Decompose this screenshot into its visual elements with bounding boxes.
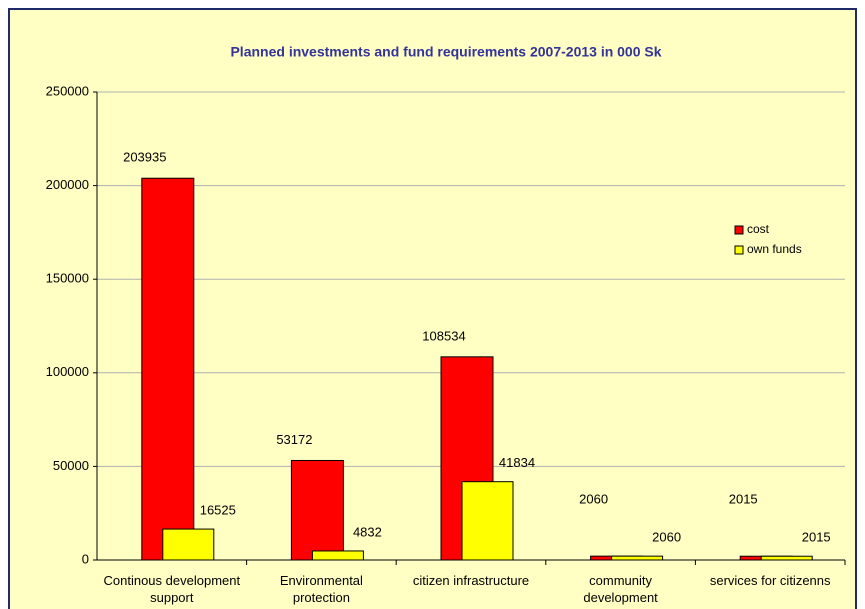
bar [162, 528, 215, 561]
value-label: 2015 [802, 530, 831, 545]
y-tick-label: 100000 [46, 364, 89, 379]
bar [461, 481, 514, 561]
chart-title: Planned investments and fund requirement… [230, 44, 661, 60]
value-label: 41834 [499, 455, 535, 470]
legend-label: cost [747, 222, 770, 236]
value-label: 4832 [353, 524, 382, 539]
value-label: 108534 [422, 328, 465, 343]
chart-background [8, 8, 857, 609]
y-tick-label: 50000 [53, 458, 89, 473]
x-tick-label: Continous development support [103, 573, 241, 605]
value-label: 2015 [729, 491, 758, 506]
bar [141, 177, 195, 561]
x-tick-label: citizen infrastructure [412, 573, 530, 588]
bar [290, 459, 344, 561]
legend-swatch [734, 245, 744, 255]
bar [311, 550, 364, 561]
y-tick-label: 0 [82, 551, 89, 566]
value-label: 2060 [579, 491, 608, 506]
value-label: 16525 [200, 503, 236, 518]
x-tick-label: services for citizenns [709, 573, 831, 588]
legend-label: own funds [747, 242, 802, 256]
value-label: 203935 [123, 150, 166, 165]
value-label: 53172 [276, 432, 312, 447]
x-tick-label: Environmental protection [279, 573, 363, 605]
bar [760, 555, 813, 561]
bar [611, 555, 664, 561]
legend-swatch [734, 225, 744, 235]
value-label: 2060 [652, 530, 681, 545]
y-tick-label: 250000 [46, 83, 89, 98]
y-tick-label: 200000 [46, 177, 89, 192]
x-tick-label: community development [583, 573, 658, 605]
y-tick-label: 150000 [46, 271, 89, 286]
